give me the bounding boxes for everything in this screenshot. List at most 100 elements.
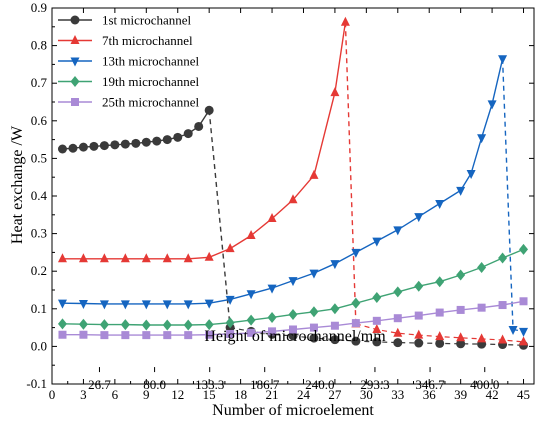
legend-label: 13th microchannel: [102, 54, 199, 69]
legend: 1st microchannel 7th microchannel 13th mic…: [58, 13, 199, 110]
data-point: [372, 316, 381, 325]
data-point: [456, 305, 465, 314]
data-point: [57, 318, 67, 330]
legend-marker: [71, 98, 79, 106]
data-point: [498, 301, 507, 310]
data-point: [162, 135, 172, 145]
data-point: [330, 260, 340, 270]
data-point: [267, 284, 277, 294]
legend-label: 1st microchannel: [102, 13, 192, 28]
data-point: [330, 321, 339, 330]
x-tick-label: 18: [234, 387, 247, 402]
data-point: [351, 248, 361, 258]
data-point: [477, 134, 487, 144]
series-drop-line: [501, 58, 514, 330]
data-point: [68, 143, 78, 153]
data-point: [183, 319, 193, 331]
data-point: [183, 129, 193, 139]
data-point: [225, 295, 235, 305]
legend-marker: [70, 15, 80, 25]
data-point: [120, 300, 130, 310]
data-point: [519, 297, 528, 306]
x-tick-label: 24: [297, 387, 311, 402]
y-tick-label: 0.8: [31, 38, 47, 53]
data-point: [141, 137, 151, 147]
data-point: [477, 333, 487, 343]
x-axis-title: Number of microelement: [212, 402, 374, 419]
data-point: [330, 335, 340, 345]
data-point: [247, 328, 256, 337]
series-5: [58, 297, 528, 340]
data-point: [267, 311, 277, 323]
y-tick-label: 0.4: [31, 188, 48, 203]
data-point: [204, 105, 214, 115]
data-point: [141, 253, 151, 263]
data-point: [435, 338, 445, 348]
data-point: [57, 144, 67, 154]
data-point: [519, 336, 529, 346]
y-tick-label: 0.7: [31, 75, 48, 90]
y-axis-title: Heat exchange /W: [9, 125, 26, 244]
data-point: [121, 331, 130, 340]
top-tick-label: 400.0: [470, 377, 499, 392]
data-point: [57, 299, 67, 309]
data-point: [141, 319, 151, 331]
data-point: [226, 329, 235, 338]
data-point: [288, 277, 298, 287]
data-point: [162, 300, 172, 310]
top-tick-label: 80.0: [143, 377, 166, 392]
y-tick-label: 0.9: [31, 0, 47, 15]
top-tick-label: 346.7: [415, 377, 445, 392]
data-point: [330, 87, 340, 97]
tick-labels: 0 3 6 9 12 15 18 21 24 27 30 33 36 39 42 45-0.10.00.10.…: [26, 0, 530, 402]
top-axis-title: Height of microchannel/mm: [204, 328, 386, 345]
data-point: [498, 252, 508, 264]
y-tick-label: 0.0: [31, 338, 47, 353]
x-tick-label: 42: [486, 387, 499, 402]
y-tick-label: 0.6: [31, 113, 48, 128]
data-point: [267, 213, 277, 223]
data-point: [173, 132, 183, 142]
data-point: [414, 338, 424, 348]
data-point: [477, 303, 486, 312]
data-point: [477, 261, 487, 273]
data-point: [351, 336, 361, 346]
x-tick-label: 3: [80, 387, 87, 402]
legend-marker: [70, 76, 80, 87]
legend-label: 19th microchannel: [102, 74, 199, 89]
x-tick-label: 45: [517, 387, 530, 402]
data-point: [309, 323, 318, 332]
data-point: [163, 331, 172, 340]
data-point: [246, 229, 256, 239]
data-point: [110, 140, 120, 150]
data-point: [309, 333, 319, 343]
data-point: [498, 334, 508, 344]
legend-label: 7th microchannel: [102, 33, 193, 48]
data-point: [372, 323, 382, 333]
data-point: [78, 253, 88, 263]
top-tick-label: 293.3: [360, 377, 389, 392]
series-drop-line: [208, 110, 231, 328]
data-point: [204, 319, 214, 331]
data-point: [288, 194, 298, 204]
x-tick-label: 21: [266, 387, 279, 402]
top-tick-label: 186.7: [250, 377, 280, 392]
top-tick-label: 26.7: [88, 377, 111, 392]
data-point: [100, 331, 109, 340]
data-point: [435, 331, 445, 341]
top-tick-label: 240.0: [305, 377, 334, 392]
y-tick-label: 0.2: [31, 263, 47, 278]
x-tick-label: 30: [360, 387, 373, 402]
data-point: [183, 253, 193, 263]
data-point: [78, 318, 88, 330]
data-point: [414, 280, 424, 292]
data-point: [393, 314, 402, 323]
data-point: [435, 276, 445, 288]
data-point: [330, 303, 340, 315]
data-point: [99, 141, 109, 151]
legend-marker: [70, 35, 80, 44]
data-point: [99, 253, 109, 263]
data-point: [57, 253, 67, 263]
data-point: [393, 286, 403, 298]
data-point: [393, 338, 403, 348]
